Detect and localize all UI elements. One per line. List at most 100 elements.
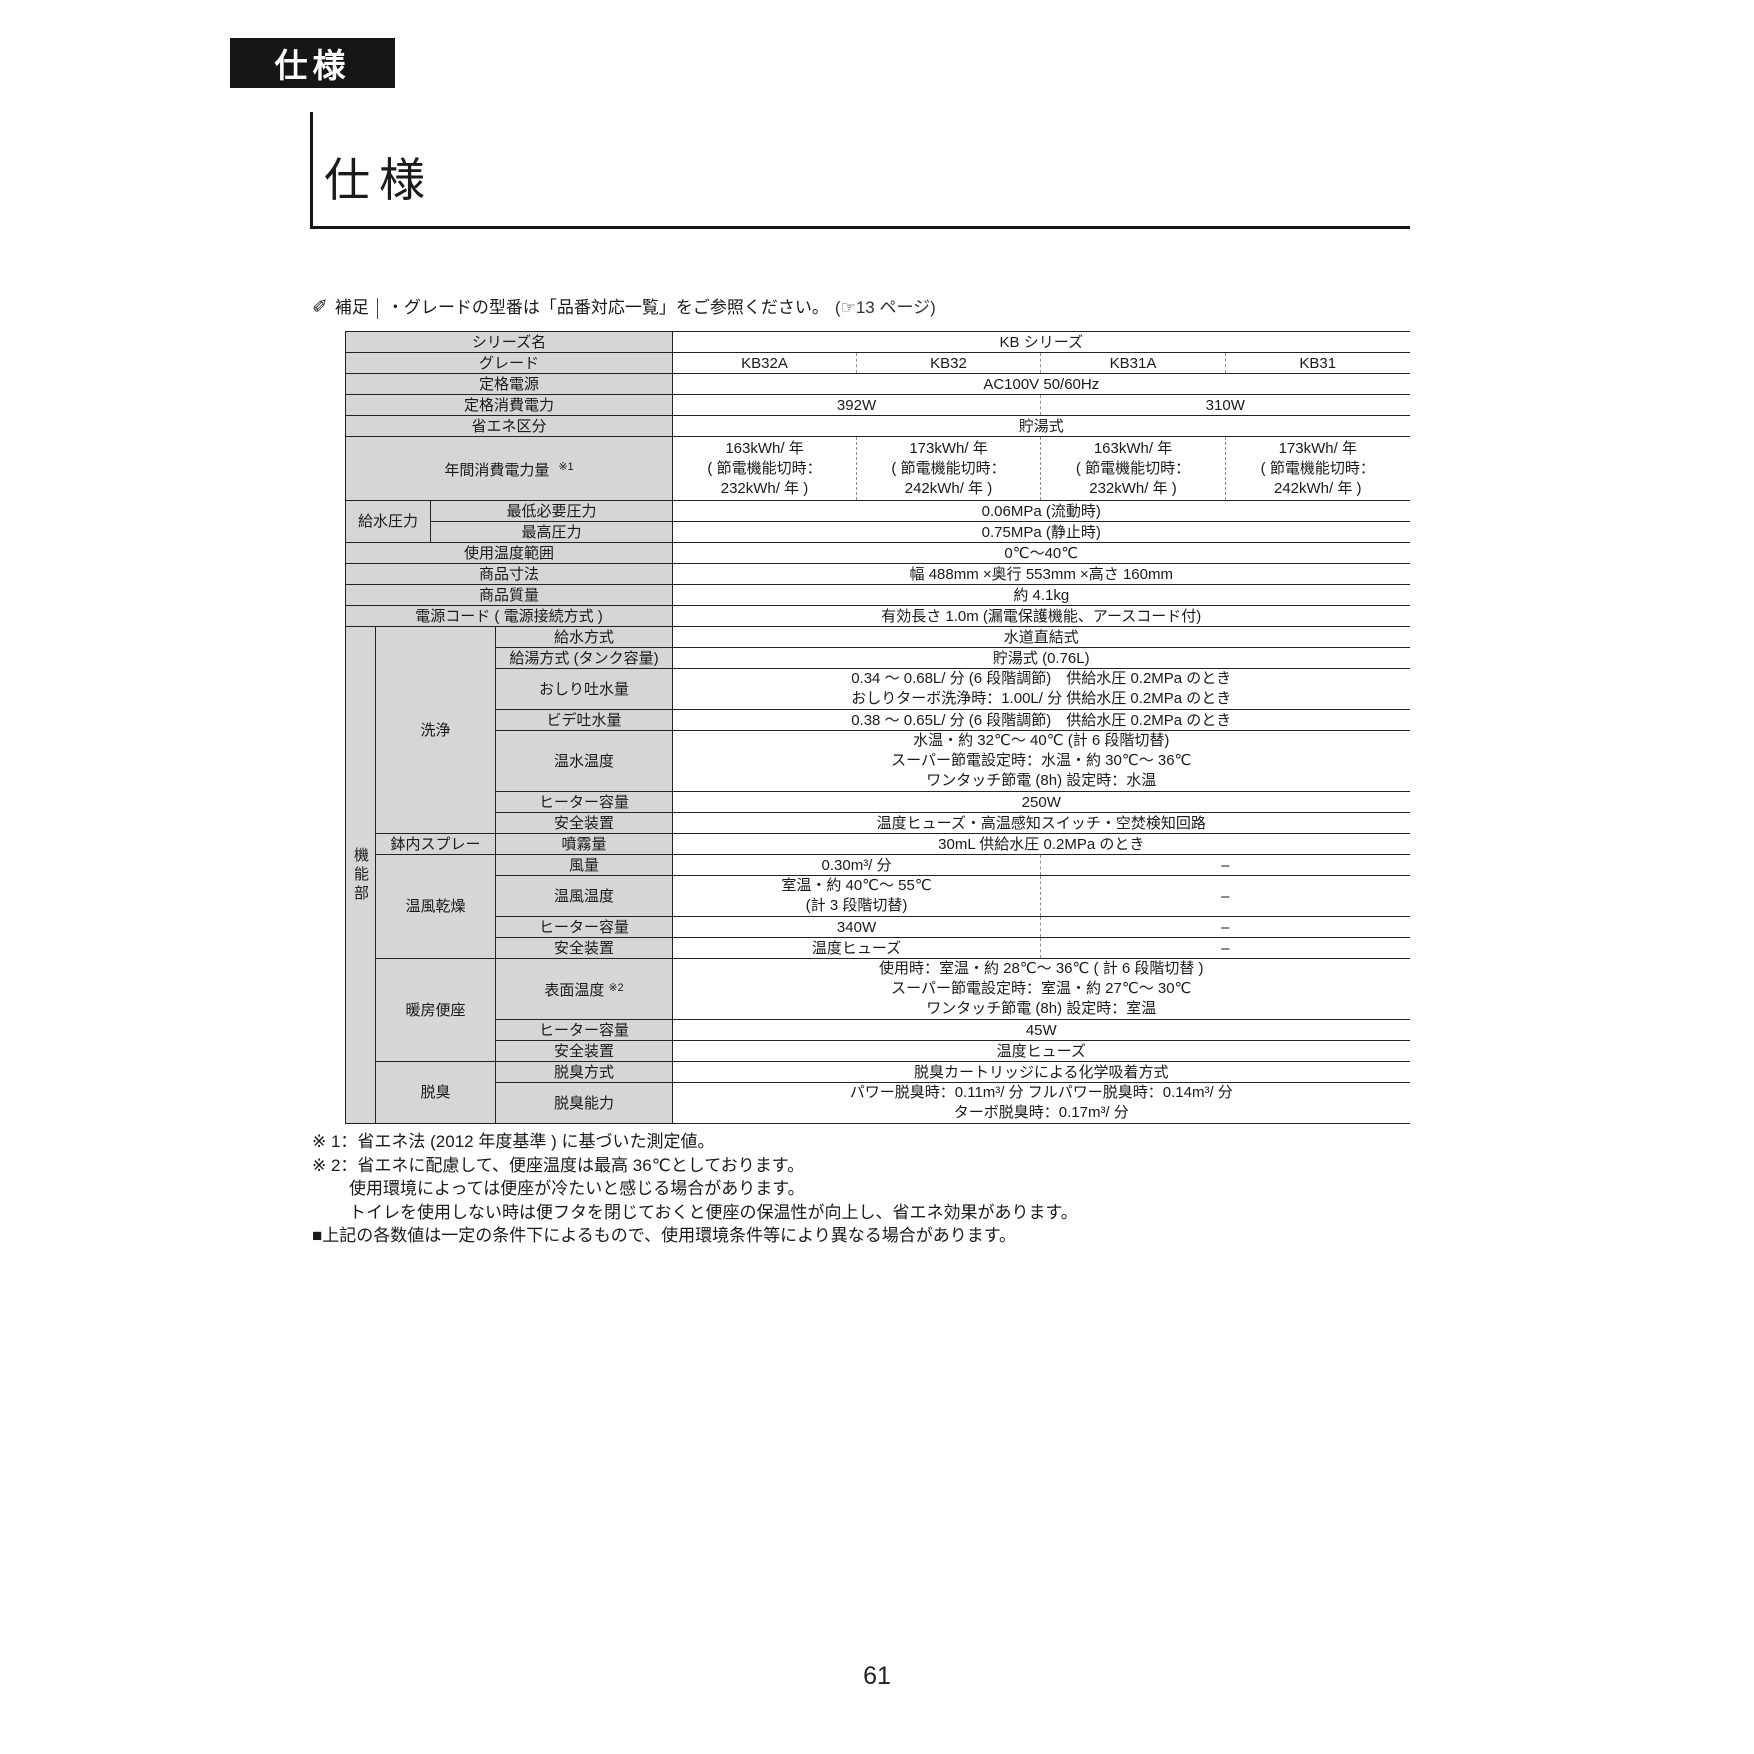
row-washing-safety: 安全装置 温度ヒューズ・高温感知スイッチ・空焚検知回路 <box>346 812 1410 834</box>
value-grade-4: KB31 <box>1225 352 1410 374</box>
label-washing-group: 洗浄 <box>375 626 496 834</box>
cell-line: ターボ脱臭時：0.17m³/ 分 <box>953 1104 1129 1121</box>
title-vertical-rule <box>310 112 313 226</box>
value-annual-energy-4: 173kWh/ 年 ( 節電機能切時： 242kWh/ 年 ) <box>1225 436 1410 501</box>
cell-line: ( 節電機能切時： <box>1260 459 1375 477</box>
pencil-icon: ✐ <box>312 297 328 318</box>
footnote-line-4: トイレを使用しない時は便フタを閉じておくと便座の保温性が向上し、省エネ効果があり… <box>349 1202 1078 1222</box>
label-function-section: 機能部 <box>345 626 376 1124</box>
cell-line: ( 節電機能切時： <box>891 459 1006 477</box>
page-number: 61 <box>863 1662 891 1690</box>
row-bidet-flow: ビデ吐水量 0.38 〜 0.65L/ 分 (6 段階調節) 供給水圧 0.2M… <box>346 709 1410 731</box>
value-bidet-flow: 0.38 〜 0.65L/ 分 (6 段階調節) 供給水圧 0.2MPa のとき <box>672 709 1410 731</box>
row-energy-class: 省エネ区分 貯湯式 <box>344 415 1410 437</box>
row-power-cord: 電源コード ( 電源接続方式 ) 有効長さ 1.0m (漏電保護機能、アースコー… <box>344 605 1410 627</box>
cell-line: パワー脱臭時：0.11m³/ 分 フルパワー脱臭時：0.14m³/ 分 <box>849 1084 1233 1101</box>
value-annual-energy-2: 173kWh/ 年 ( 節電機能切時： 242kWh/ 年 ) <box>856 436 1041 501</box>
value-grade-1: KB32A <box>672 352 857 374</box>
cell-line: ワンタッチ節電 (8h) 設定時：水温 <box>926 772 1157 789</box>
cell-line: 163kWh/ 年 <box>725 439 804 457</box>
label-seat-safety: 安全装置 <box>494 1040 674 1062</box>
value-min-pressure: 0.06MPa (流動時) <box>672 500 1410 522</box>
value-deodorizer-capacity: パワー脱臭時：0.11m³/ 分 フルパワー脱臭時：0.14m³/ 分 ターボ脱… <box>672 1082 1410 1124</box>
section-badge: 仕様 <box>230 38 395 88</box>
page-title: 仕様 <box>324 154 434 206</box>
label-temp-range: 使用温度範囲 <box>344 542 674 564</box>
row-series: シリーズ名 KB シリーズ <box>344 331 1410 353</box>
value-weight: 約 4.1kg <box>672 584 1410 606</box>
supplement-note: ✐ 補足 ・グレードの型番は「品番対応一覧」をご参照ください。 (☞13 ページ… <box>312 296 936 320</box>
footnote-line-3: 使用環境によっては便座が冷たいと感じる場合があります。 <box>349 1179 805 1198</box>
label-oshiri-flow: おしり吐水量 <box>494 668 674 710</box>
value-dimensions: 幅 488mm ×奥行 553mm ×高さ 160mm <box>672 563 1410 585</box>
title-horizontal-rule <box>310 226 1410 229</box>
footnote-mark-2: ※2 <box>608 981 624 994</box>
row-airflow: 温風乾燥 風量 0.30m³/ 分 – <box>346 854 1410 959</box>
label-rated-power: 定格消費電力 <box>344 394 674 416</box>
label-deodorizer-method: 脱臭方式 <box>494 1061 674 1083</box>
label-water-supply: 給水方式 <box>494 626 674 648</box>
row-deodorizer-method: 脱臭 脱臭方式 脱臭カートリッジによる化学吸着方式 <box>346 1061 1410 1124</box>
row-tank: 給湯方式 (タンク容量) 貯湯式 (0.76L) <box>346 647 1410 669</box>
row-washing-heater: ヒーター容量 250W <box>346 791 1410 813</box>
footnote-line-1: ※ 1：省エネ法 (2012 年度基準 ) に基づいた測定値。 <box>312 1132 715 1151</box>
label-min-pressure: 最低必要圧力 <box>429 500 674 522</box>
row-water-supply: 機能部 洗浄 給水方式 水道直結式 <box>345 626 1410 1124</box>
cell-line: 使用時：室温・約 28℃〜 36℃ ( 計 6 段階切替 ) <box>878 960 1204 977</box>
label-washing-safety: 安全装置 <box>494 812 674 834</box>
value-dryer-safety: 温度ヒューズ <box>672 937 1041 959</box>
footnote-line-2: ※ 2：省エネに配慮して、便座温度は最高 36℃としております。 <box>312 1155 805 1175</box>
label-dryer-heater: ヒーター容量 <box>494 916 674 938</box>
value-rated-power-right: 310W <box>1040 394 1410 416</box>
value-water-temp: 水温・約 32℃〜 40℃ (計 6 段階切替) スーパー節電設定時：水温・約 … <box>672 730 1410 792</box>
label-weight: 商品質量 <box>344 584 674 606</box>
value-washing-safety: 温度ヒューズ・高温感知スイッチ・空焚検知回路 <box>672 812 1410 834</box>
value-oshiri-flow: 0.34 〜 0.68L/ 分 (6 段階調節) 供給水圧 0.2MPa のとき… <box>672 668 1410 710</box>
cell-line: 163kWh/ 年 <box>1093 439 1173 457</box>
label-spray-group: 鉢内スプレー <box>375 833 496 855</box>
row-surface-temp: 暖房便座 表面温度 ※2 使用時：室温・約 28℃〜 36℃ ( 計 6 段階切替… <box>346 958 1410 1062</box>
note-divider <box>376 297 378 319</box>
value-surface-temp: 使用時：室温・約 28℃〜 36℃ ( 計 6 段階切替 ) スーパー節電設定時… <box>672 958 1410 1020</box>
label-seat-group: 暖房便座 <box>375 958 496 1062</box>
cell-line: 173kWh/ 年 <box>1278 439 1357 457</box>
row-air-temp: 温風温度 室温・約 40℃〜 55℃ (計 3 段階切替) – <box>346 875 1410 917</box>
label-annual-energy: 年間消費電力量 ※1 <box>344 436 674 501</box>
label-washing-heater: ヒーター容量 <box>494 791 674 813</box>
value-energy-class: 貯湯式 <box>672 415 1410 437</box>
page-reference: (☞13 ページ) <box>834 298 936 317</box>
value-dryer-safety-na: – <box>1040 937 1410 959</box>
value-water-supply: 水道直結式 <box>672 626 1410 648</box>
row-dimensions: 商品寸法 幅 488mm ×奥行 553mm ×高さ 160mm <box>344 563 1410 585</box>
value-annual-energy-1: 163kWh/ 年 ( 節電機能切時： 232kWh/ 年 ) <box>672 436 857 501</box>
cell-line: (計 3 段階切替) <box>805 897 908 914</box>
note-label: 補足 <box>334 298 369 317</box>
value-deodorizer-method: 脱臭カートリッジによる化学吸着方式 <box>672 1061 1410 1083</box>
cell-line: 232kWh/ 年 ) <box>720 479 809 497</box>
cell-line: 0.34 〜 0.68L/ 分 (6 段階調節) 供給水圧 0.2MPa のとき <box>851 670 1232 687</box>
label-dryer-group: 温風乾燥 <box>375 854 496 959</box>
value-seat-heater: 45W <box>672 1019 1410 1041</box>
label-series: シリーズ名 <box>344 331 674 353</box>
cell-line: 173kWh/ 年 <box>909 439 988 457</box>
row-water-pressure-max: 最高圧力 0.75MPa (静止時) <box>346 521 1410 543</box>
label-power-cord: 電源コード ( 電源接続方式 ) <box>344 605 674 627</box>
value-spray-amount: 30mL 供給水圧 0.2MPa のとき <box>672 833 1410 855</box>
label-water-pressure-group: 給水圧力 <box>345 500 431 543</box>
value-series: KB シリーズ <box>672 331 1410 353</box>
value-dryer-heater: 340W <box>672 916 1041 938</box>
row-rated-power-source: 定格電源 AC100V 50/60Hz <box>344 373 1410 395</box>
row-spray: 鉢内スプレー 噴霧量 30mL 供給水圧 0.2MPa のとき <box>346 833 1410 855</box>
value-airflow: 0.30m³/ 分 <box>672 854 1041 876</box>
cell-line: ( 節電機能切時： <box>707 459 822 477</box>
footnote-line-5: ■上記の各数値は一定の条件下によるもので、使用環境条件等により異なる場合がありま… <box>312 1226 1017 1245</box>
cell-line: ( 節電機能切時： <box>1075 459 1191 477</box>
label-deodorizer-group: 脱臭 <box>375 1061 496 1124</box>
value-grade-2: KB32 <box>856 352 1041 374</box>
value-airflow-na: – <box>1040 854 1410 876</box>
row-water-pressure-min: 給水圧力 最低必要圧力 0.06MPa (流動時) <box>345 500 1410 543</box>
label-air-temp: 温風温度 <box>494 875 674 917</box>
value-rated-power-source: AC100V 50/60Hz <box>672 373 1410 395</box>
label-max-pressure: 最高圧力 <box>429 521 674 543</box>
row-oshiri-flow: おしり吐水量 0.34 〜 0.68L/ 分 (6 段階調節) 供給水圧 0.2… <box>346 668 1410 710</box>
